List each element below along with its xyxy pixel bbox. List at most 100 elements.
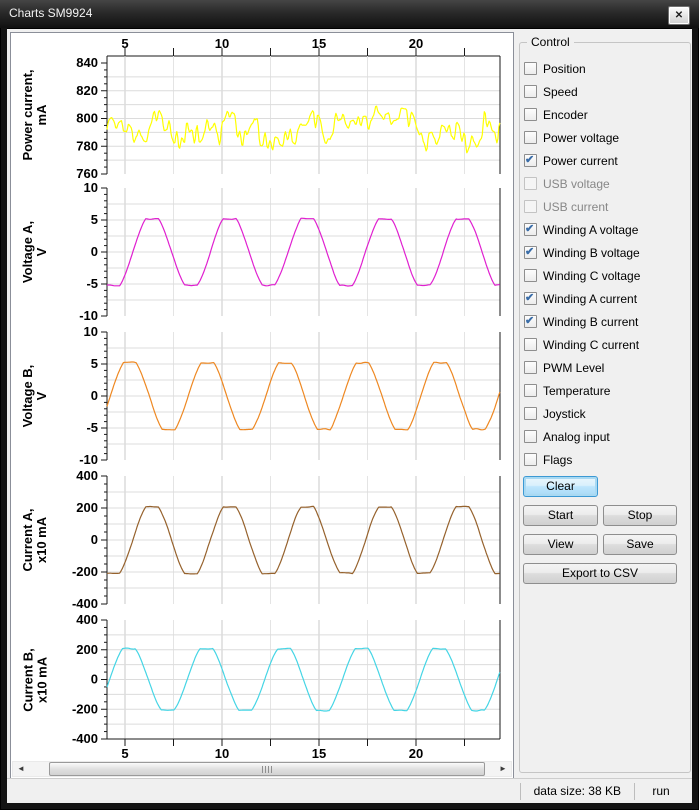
- checkbox-checked-icon[interactable]: [524, 245, 537, 259]
- stop-button[interactable]: Stop: [603, 505, 677, 526]
- checkbox-label: USB voltage: [543, 176, 610, 191]
- checkbox-label: USB current: [543, 199, 609, 214]
- checkbox-winding-b-voltage[interactable]: Winding B voltage: [524, 241, 688, 264]
- horizontal-scrollbar[interactable]: ◄ ►: [12, 761, 512, 777]
- axis-label-voltage-b: Voltage B, V: [20, 364, 49, 428]
- axis-label-current-b: Current B, x10 mA: [20, 647, 49, 712]
- checkbox-checked-icon[interactable]: [524, 314, 537, 328]
- series-power-current: [106, 105, 501, 154]
- scroll-left-icon[interactable]: ◄: [17, 764, 25, 773]
- start-button[interactable]: Start: [523, 505, 598, 526]
- svg-text:5: 5: [91, 212, 98, 227]
- view-button[interactable]: View: [523, 534, 598, 555]
- checkbox-joystick[interactable]: Joystick: [524, 402, 688, 425]
- checkbox-usb-current: USB current: [524, 195, 688, 218]
- statusbar-separator: [634, 782, 635, 800]
- clear-button[interactable]: Clear: [523, 476, 598, 497]
- checkbox-winding-c-current[interactable]: Winding C current: [524, 333, 688, 356]
- checkbox-label: Analog input: [543, 429, 610, 444]
- svg-text:-400: -400: [72, 731, 98, 746]
- svg-text:840: 840: [76, 55, 98, 70]
- svg-text:-5: -5: [86, 276, 98, 291]
- checkbox-label: Winding C current: [543, 337, 640, 352]
- svg-text:5: 5: [121, 36, 128, 51]
- checkbox-unchecked-icon[interactable]: [524, 131, 537, 144]
- checkbox-label: Speed: [543, 84, 578, 99]
- svg-text:800: 800: [76, 111, 98, 126]
- checkbox-unchecked-icon[interactable]: [524, 338, 537, 351]
- checkbox-unchecked-icon: [524, 200, 537, 213]
- svg-text:10: 10: [84, 324, 98, 339]
- svg-text:400: 400: [76, 468, 98, 483]
- chart-current-a: -400 -200 0 200 400: [72, 468, 501, 611]
- svg-text:-10: -10: [79, 452, 98, 467]
- checkbox-pwm-level[interactable]: PWM Level: [524, 356, 688, 379]
- checkbox-label: Joystick: [543, 406, 586, 421]
- checkbox-power-voltage[interactable]: Power voltage: [524, 126, 688, 149]
- checkbox-position[interactable]: Position: [524, 57, 688, 80]
- checkbox-label: Winding A current: [543, 291, 638, 306]
- checkbox-winding-a-current[interactable]: Winding A current: [524, 287, 688, 310]
- axis-label-current-a: Current A, x10 mA: [20, 508, 49, 572]
- checkbox-winding-c-voltage[interactable]: Winding C voltage: [524, 264, 688, 287]
- run-status: run: [652, 784, 670, 798]
- checkbox-label: Power voltage: [543, 130, 620, 145]
- svg-text:15: 15: [312, 746, 326, 759]
- status-bar: data size: 38 KB run: [7, 778, 692, 803]
- svg-text:-200: -200: [72, 701, 98, 716]
- svg-text:780: 780: [76, 138, 98, 153]
- checkbox-label: Winding C voltage: [543, 268, 641, 283]
- checkbox-flags[interactable]: Flags: [524, 448, 688, 471]
- checkbox-unchecked-icon[interactable]: [524, 62, 537, 75]
- svg-text:5: 5: [121, 746, 128, 759]
- checkbox-label: Power current: [543, 153, 618, 168]
- svg-text:10: 10: [215, 36, 229, 51]
- checkbox-label: Flags: [543, 452, 573, 467]
- svg-text:200: 200: [76, 642, 98, 657]
- checkbox-unchecked-icon[interactable]: [524, 361, 537, 374]
- window-title: Charts SM9924: [9, 6, 93, 20]
- checkbox-temperature[interactable]: Temperature: [524, 379, 688, 402]
- control-groupbox: Control Position Speed Encoder Power voltag…: [519, 35, 691, 773]
- client-area: 5 10 15 20 760 780 800 820 840 -10 -5 0 5 10 -10 -5 0 5 10…: [7, 28, 692, 803]
- export-csv-button[interactable]: Export to CSV: [523, 563, 677, 584]
- checkbox-winding-a-voltage[interactable]: Winding A voltage: [524, 218, 688, 241]
- chart-voltage-b: -10 -5 0 5 10: [79, 324, 501, 467]
- checkbox-unchecked-icon[interactable]: [524, 407, 537, 420]
- scrollbar-thumb[interactable]: [49, 762, 485, 776]
- svg-text:400: 400: [76, 612, 98, 627]
- axis-label-voltage-a: Voltage A, V: [20, 220, 49, 284]
- svg-text:-5: -5: [86, 420, 98, 435]
- checkbox-unchecked-icon: [524, 177, 537, 190]
- titlebar[interactable]: Charts SM9924 ✕: [0, 0, 699, 28]
- checkbox-unchecked-icon[interactable]: [524, 269, 537, 282]
- checkbox-unchecked-icon[interactable]: [524, 108, 537, 121]
- scroll-right-icon[interactable]: ►: [499, 764, 507, 773]
- checkbox-speed[interactable]: Speed: [524, 80, 688, 103]
- checkbox-checked-icon[interactable]: [524, 291, 537, 305]
- svg-text:200: 200: [76, 500, 98, 515]
- checkbox-checked-icon[interactable]: [524, 222, 537, 236]
- checkbox-unchecked-icon[interactable]: [524, 384, 537, 397]
- checkbox-unchecked-icon[interactable]: [524, 453, 537, 466]
- svg-text:20: 20: [409, 36, 423, 51]
- charts-plot-area: 5 10 15 20760780800820840-10-50510-10-50510…: [72, 36, 501, 759]
- checkbox-encoder[interactable]: Encoder: [524, 103, 688, 126]
- chart-voltage-a: -10 -5 0 5 10: [79, 180, 501, 323]
- checkbox-analog-input[interactable]: Analog input: [524, 425, 688, 448]
- svg-text:820: 820: [76, 83, 98, 98]
- svg-text:-200: -200: [72, 564, 98, 579]
- checkbox-unchecked-icon[interactable]: [524, 430, 537, 443]
- checkbox-unchecked-icon[interactable]: [524, 85, 537, 98]
- save-button[interactable]: Save: [603, 534, 677, 555]
- svg-text:0: 0: [91, 244, 98, 259]
- close-icon[interactable]: ✕: [668, 6, 690, 25]
- checkbox-checked-icon[interactable]: [524, 153, 537, 167]
- checkbox-winding-b-current[interactable]: Winding B current: [524, 310, 688, 333]
- series-voltage-b: [106, 361, 501, 431]
- checkbox-label: Position: [543, 61, 586, 76]
- svg-text:-10: -10: [79, 308, 98, 323]
- scrollbar-grip-icon: [262, 766, 272, 773]
- checkbox-power-current[interactable]: Power current: [524, 149, 688, 172]
- chart-power-current: 760 780 800 820 840: [76, 55, 501, 181]
